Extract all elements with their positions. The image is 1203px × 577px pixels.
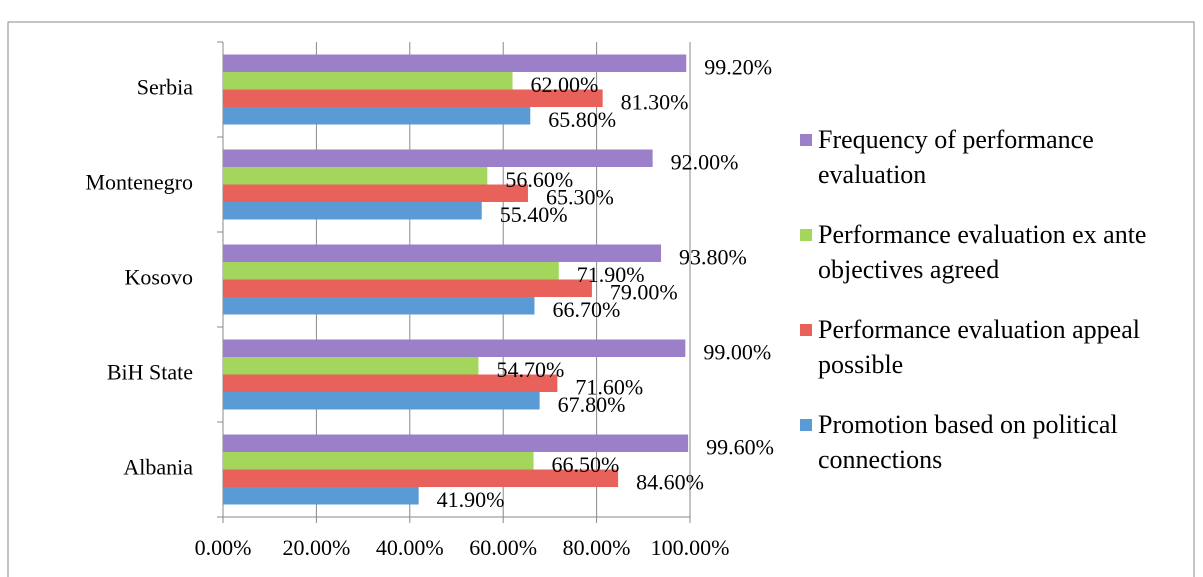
bar [223,184,528,202]
bar [223,107,531,125]
legend-swatch [800,419,812,431]
data-label: 81.30% [621,89,689,114]
bar [223,487,419,505]
y-tick-label: BiH State [107,360,193,385]
data-label: 93.80% [679,244,747,269]
legend-label: Promotion based on political connections [818,410,1118,474]
data-label: 67.80% [558,392,626,417]
data-label: 99.60% [706,434,774,459]
x-tick-label: 40.00% [376,535,444,560]
y-tick-label: Montenegro [85,170,193,195]
data-label: 62.00% [531,72,599,97]
data-label: 71.90% [577,262,645,287]
x-tick-label: 80.00% [563,535,631,560]
y-tick-label: Kosovo [125,265,193,290]
bar [223,434,689,452]
bar [223,452,534,470]
bar [223,297,535,315]
legend-item: Promotion based on political connections [800,407,1180,477]
data-label: 41.90% [437,487,505,512]
x-tick-label: 20.00% [282,535,350,560]
data-label: 55.40% [500,202,568,227]
data-label: 66.70% [552,297,620,322]
data-label: 84.60% [636,469,704,494]
data-label: 54.70% [496,357,564,382]
y-tick-label: Serbia [137,75,193,100]
bar [223,72,513,90]
legend-label: Performance evaluation appeal possible [818,315,1140,379]
x-tick-label: 100.00% [651,535,730,560]
legend-swatch [800,324,812,336]
legend-swatch [800,229,812,241]
data-label: 71.60% [575,374,643,399]
legend-swatch [800,134,812,146]
bar [223,339,686,357]
bar [223,469,619,487]
data-label: 92.00% [671,149,739,174]
legend-item: Performance evaluation ex ante objective… [800,217,1180,287]
bar [223,392,540,410]
legend-label: Performance evaluation ex ante objective… [818,220,1147,284]
bar [223,244,662,262]
bar [223,357,479,375]
data-label: 99.00% [703,339,771,364]
bar [223,149,653,167]
data-label: 65.30% [546,184,614,209]
bar [223,89,603,107]
bar [223,374,558,392]
x-tick-label: 60.00% [469,535,537,560]
x-tick-label: 0.00% [195,535,252,560]
legend-item: Performance evaluation appeal possible [800,312,1180,382]
data-label: 99.20% [704,54,772,79]
bar [223,167,488,185]
data-label: 66.50% [552,452,620,477]
data-label: 56.60% [505,167,573,192]
chart-frame [7,21,1195,577]
data-label: 79.00% [610,279,678,304]
bar [223,279,592,297]
data-label: 65.80% [548,107,616,132]
bar [223,54,687,72]
bar [223,202,482,220]
legend-label: Frequency of performance evaluation [818,125,1094,189]
bar [223,262,559,280]
legend-item: Frequency of performance evaluation [800,122,1180,192]
y-tick-label: Albania [123,455,193,480]
